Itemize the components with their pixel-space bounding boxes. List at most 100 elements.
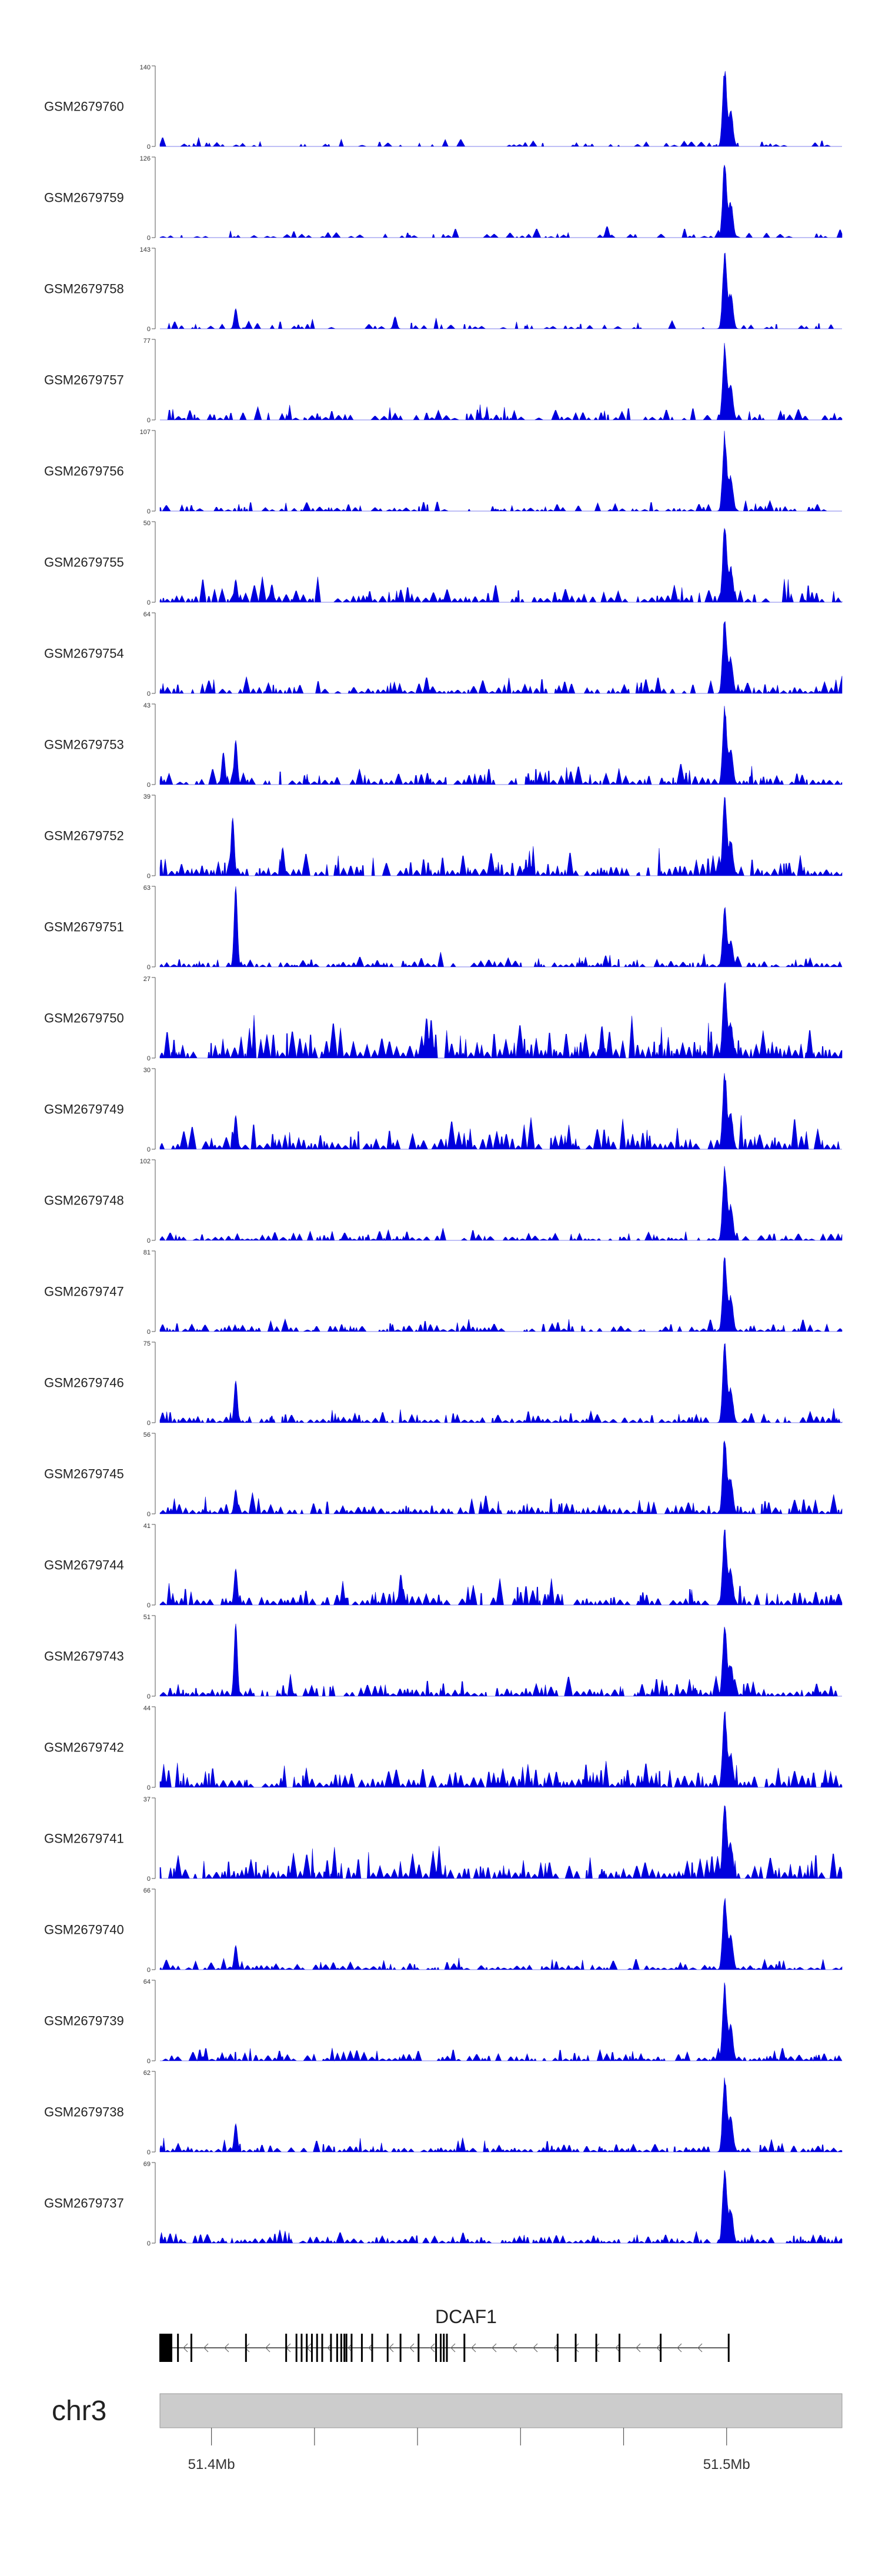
exon bbox=[463, 2334, 466, 2362]
track-GSM2679758: GSM2679758 143 0 bbox=[44, 246, 842, 333]
strand-arrow bbox=[636, 2343, 641, 2353]
coverage-area bbox=[159, 1257, 843, 1333]
exon bbox=[443, 2334, 445, 2362]
track-GSM2679739: GSM2679739 64 0 bbox=[44, 1978, 843, 2065]
y-tick-label-min: 0 bbox=[147, 508, 151, 515]
chromosome-tick-label: 51.5Mb bbox=[703, 2457, 750, 2472]
exon bbox=[574, 2334, 577, 2362]
y-tick-label-min: 0 bbox=[147, 326, 151, 333]
exon bbox=[595, 2334, 597, 2362]
strand-arrow bbox=[512, 2343, 517, 2353]
strand-arrow bbox=[656, 2343, 662, 2353]
track-GSM2679741: GSM2679741 37 0 bbox=[44, 1796, 843, 1883]
y-tick-label-max: 143 bbox=[140, 246, 151, 253]
strand-arrow bbox=[224, 2343, 229, 2353]
y-tick-label-max: 75 bbox=[143, 1340, 151, 1347]
track-GSM2679757: GSM2679757 77 0 bbox=[44, 338, 843, 424]
coverage-area bbox=[159, 886, 843, 968]
y-tick-label-max: 37 bbox=[143, 1796, 151, 1803]
track-label: GSM2679760 bbox=[44, 99, 124, 114]
track-GSM2679755: GSM2679755 50 0 bbox=[44, 520, 843, 606]
track-GSM2679742: GSM2679742 44 0 bbox=[44, 1705, 843, 1791]
y-tick-label-min: 0 bbox=[147, 1602, 151, 1609]
exon bbox=[439, 2334, 442, 2362]
exon bbox=[177, 2334, 179, 2362]
coverage-area bbox=[159, 1073, 842, 1150]
y-tick-label-max: 50 bbox=[143, 520, 151, 527]
y-tick-label-max: 140 bbox=[140, 64, 151, 71]
coverage-area bbox=[159, 1623, 842, 1697]
coverage-area bbox=[159, 2170, 843, 2244]
y-tick-label-min: 0 bbox=[147, 2240, 151, 2247]
track-label: GSM2679744 bbox=[44, 1558, 124, 1573]
exon bbox=[330, 2334, 332, 2362]
coverage-tracks: GSM2679760 140 0 GSM2679759 126 0 GSM2679758 14… bbox=[44, 64, 843, 2247]
strand-arrow bbox=[430, 2343, 435, 2353]
chromosome-tick-label: 51.4Mb bbox=[188, 2457, 235, 2472]
track-GSM2679743: GSM2679743 51 0 bbox=[44, 1614, 842, 1700]
exon bbox=[350, 2334, 353, 2362]
coverage-area bbox=[159, 1898, 843, 1970]
y-tick-label-max: 81 bbox=[143, 1249, 151, 1256]
y-tick-label-min: 0 bbox=[147, 964, 151, 971]
chromosome-bar bbox=[159, 2393, 843, 2428]
exon bbox=[295, 2334, 298, 2362]
track-GSM2679759: GSM2679759 126 0 bbox=[44, 155, 843, 242]
strand-arrow bbox=[574, 2343, 579, 2353]
exon bbox=[310, 2334, 313, 2362]
y-tick-label-min: 0 bbox=[147, 1693, 151, 1700]
track-label: GSM2679756 bbox=[44, 464, 124, 479]
y-tick-label-max: 43 bbox=[143, 702, 151, 709]
exon bbox=[190, 2334, 192, 2362]
y-tick-label-max: 39 bbox=[143, 793, 151, 800]
exon bbox=[245, 2334, 247, 2362]
exon-block bbox=[159, 2334, 172, 2362]
track-label: GSM2679739 bbox=[44, 2014, 124, 2028]
coverage-area bbox=[159, 982, 843, 1059]
coverage-area bbox=[160, 1982, 843, 2062]
y-tick-label-max: 44 bbox=[143, 1705, 151, 1712]
y-tick-label-max: 56 bbox=[143, 1432, 151, 1439]
track-label: GSM2679738 bbox=[44, 2105, 124, 2120]
strand-arrow bbox=[677, 2343, 682, 2353]
y-tick-label-max: 30 bbox=[143, 1067, 151, 1074]
y-tick-label-min: 0 bbox=[147, 690, 151, 698]
coverage-area bbox=[159, 528, 843, 603]
exon bbox=[386, 2334, 389, 2362]
track-label: GSM2679751 bbox=[44, 920, 124, 935]
y-tick-label-min: 0 bbox=[147, 417, 151, 424]
y-tick-label-max: 126 bbox=[140, 155, 151, 162]
track-label: GSM2679753 bbox=[44, 738, 124, 752]
track-label: GSM2679742 bbox=[44, 1740, 124, 1755]
y-tick-label-min: 0 bbox=[147, 1784, 151, 1791]
y-tick-label-min: 0 bbox=[147, 1876, 151, 1883]
coverage-area bbox=[159, 621, 843, 695]
exon bbox=[435, 2334, 437, 2362]
track-GSM2679745: GSM2679745 56 0 bbox=[44, 1432, 843, 1518]
track-label: GSM2679758 bbox=[44, 282, 124, 296]
y-tick-label-max: 27 bbox=[143, 976, 151, 983]
track-GSM2679748: GSM2679748 102 0 bbox=[44, 1158, 843, 1244]
strand-arrow bbox=[471, 2343, 476, 2353]
track-label: GSM2679757 bbox=[44, 373, 124, 388]
y-tick-label-min: 0 bbox=[147, 1420, 151, 1427]
exon bbox=[306, 2334, 308, 2362]
exon bbox=[360, 2334, 363, 2362]
track-label: GSM2679743 bbox=[44, 1649, 124, 1664]
coverage-area bbox=[160, 343, 843, 421]
coverage-area bbox=[159, 1711, 843, 1788]
strand-arrow bbox=[533, 2343, 538, 2353]
strand-arrow bbox=[265, 2343, 270, 2353]
y-tick-label-min: 0 bbox=[147, 599, 151, 606]
y-tick-label-min: 0 bbox=[147, 235, 151, 242]
y-tick-label-max: 63 bbox=[143, 885, 151, 892]
exon bbox=[446, 2334, 448, 2362]
y-tick-label-max: 41 bbox=[143, 1523, 151, 1530]
track-GSM2679750: GSM2679750 27 0 bbox=[44, 976, 843, 1062]
exon bbox=[371, 2334, 373, 2362]
coverage-area bbox=[159, 2077, 843, 2153]
coverage-area bbox=[159, 1530, 843, 1606]
strand-arrow bbox=[203, 2343, 209, 2353]
y-tick-label-min: 0 bbox=[147, 1967, 151, 1974]
